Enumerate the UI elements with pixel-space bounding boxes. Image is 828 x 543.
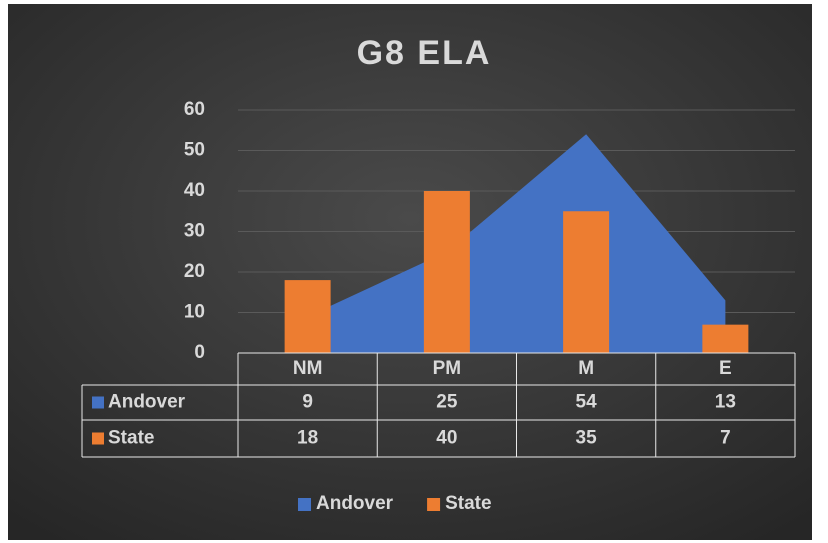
table-row-label: Andover	[108, 392, 186, 413]
x-tick-label: PM	[433, 358, 462, 379]
table-cell: 9	[302, 392, 313, 413]
bar	[284, 280, 331, 353]
y-tick-label: 0	[194, 342, 205, 363]
table-cell: 54	[576, 392, 598, 413]
chart-title: G8 ELA	[357, 34, 492, 72]
legend-label: State	[445, 493, 491, 514]
legend-key	[298, 498, 311, 511]
x-tick-label: M	[578, 358, 594, 379]
x-tick-label: E	[719, 358, 732, 379]
y-tick-label: 50	[184, 140, 205, 161]
table-row-label: State	[108, 428, 154, 449]
table-legend-key	[92, 432, 104, 445]
table-cell: 35	[576, 428, 598, 449]
y-tick-label: 30	[184, 221, 205, 242]
y-tick-label: 60	[184, 99, 205, 120]
x-tick-label: NM	[293, 358, 323, 379]
bar	[423, 191, 470, 353]
table-cell: 13	[715, 392, 736, 413]
table-cell: 25	[436, 392, 458, 413]
bar	[702, 324, 749, 353]
y-tick-label: 20	[184, 261, 205, 282]
legend-key	[427, 498, 441, 511]
legend-label: Andover	[316, 493, 394, 514]
bar	[563, 211, 610, 353]
table-cell: 40	[436, 428, 457, 449]
table-legend-key	[92, 396, 104, 409]
y-tick-label: 40	[184, 180, 205, 201]
table-cell: 7	[720, 428, 731, 449]
table-cell: 18	[297, 428, 318, 449]
area	[307, 134, 726, 353]
y-tick-label: 10	[184, 302, 205, 323]
